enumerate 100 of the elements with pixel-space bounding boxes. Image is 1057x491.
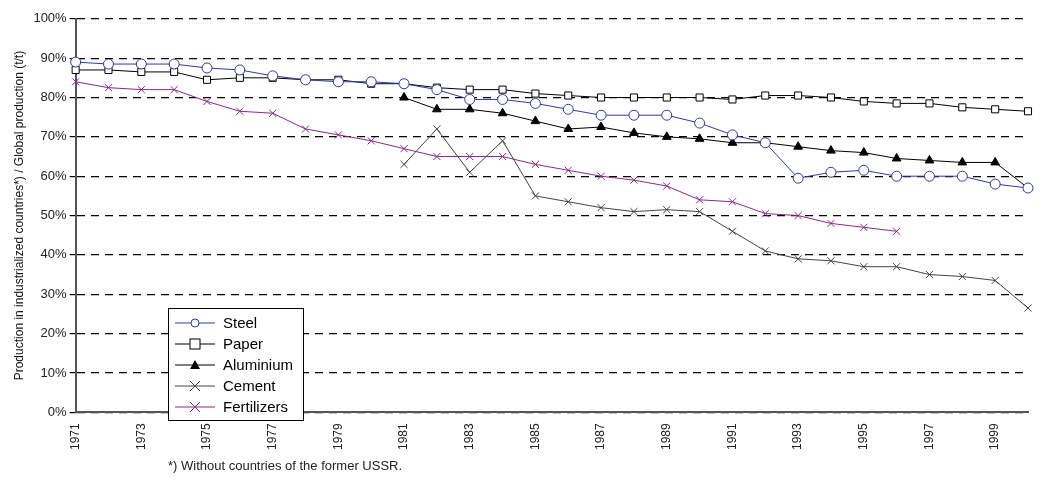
point: [400, 160, 409, 169]
point: [135, 58, 147, 70]
point: [925, 99, 934, 108]
point: [662, 93, 671, 102]
x-tick-label: 1991: [724, 422, 739, 451]
point: [564, 91, 573, 100]
point: [235, 107, 244, 116]
point: [661, 109, 673, 121]
point: [956, 170, 968, 182]
point: [891, 152, 902, 162]
point: [629, 93, 638, 102]
point: [662, 205, 671, 214]
point: [498, 152, 507, 161]
point: [957, 156, 968, 166]
point: [826, 219, 835, 228]
point: [71, 65, 80, 74]
point: [628, 109, 640, 121]
point: [529, 97, 541, 109]
point: [629, 207, 638, 216]
point: [794, 254, 803, 263]
point: [662, 182, 671, 191]
point: [892, 262, 901, 271]
point: [464, 103, 475, 113]
point: [497, 93, 509, 105]
x-tick-label: 1999: [987, 422, 1002, 451]
point: [695, 207, 704, 216]
point: [137, 85, 146, 94]
point: [793, 141, 803, 150]
point: [301, 124, 310, 134]
point: [726, 129, 738, 141]
point: [761, 246, 770, 255]
point: [465, 85, 474, 94]
point: [925, 270, 934, 279]
point: [104, 83, 113, 92]
point: [661, 131, 672, 140]
point: [892, 227, 901, 236]
legend-label: Cement: [223, 377, 276, 394]
point: [596, 121, 606, 131]
point: [334, 130, 343, 139]
point: [563, 123, 574, 132]
point: [858, 147, 869, 156]
y-tick-label: 40%: [40, 246, 68, 262]
point: [170, 85, 179, 94]
point: [858, 164, 870, 176]
y-tick-label: 70%: [40, 128, 68, 144]
point: [564, 166, 573, 175]
point: [794, 211, 803, 220]
point: [859, 223, 868, 232]
point: [530, 115, 541, 125]
point: [268, 109, 277, 118]
point: [465, 168, 474, 177]
y-tick-label: 50%: [40, 207, 68, 223]
y-tick-label: 10%: [40, 364, 68, 380]
point: [432, 103, 442, 113]
point: [728, 227, 737, 236]
point: [695, 195, 704, 204]
point: [367, 136, 376, 145]
point: [464, 93, 476, 105]
point: [562, 103, 574, 115]
point: [728, 95, 737, 104]
point: [597, 203, 606, 212]
y-tick-label: 30%: [40, 285, 68, 301]
point: [202, 97, 212, 106]
point: [137, 67, 146, 76]
point: [761, 91, 770, 100]
point: [826, 145, 836, 154]
point: [958, 272, 967, 281]
point: [694, 133, 705, 142]
x-tick-label: 1993: [790, 422, 805, 451]
point: [595, 109, 607, 121]
y-tick-label: 100%: [33, 10, 68, 26]
point: [923, 170, 935, 182]
x-tick-label: 1971: [67, 422, 82, 451]
point: [531, 160, 540, 169]
x-tick-label: 1981: [396, 422, 411, 451]
point: [794, 91, 803, 100]
point: [102, 58, 114, 70]
point: [597, 172, 606, 181]
point: [597, 93, 606, 102]
point: [564, 197, 573, 206]
point: [432, 124, 441, 134]
point: [859, 97, 868, 106]
x-tick-label: 1983: [462, 422, 477, 451]
point: [399, 92, 409, 101]
point: [629, 127, 639, 136]
point: [70, 56, 82, 68]
point: [761, 209, 770, 218]
point: [825, 166, 837, 178]
x-tick-label: 1987: [593, 422, 608, 451]
legend-label: Aluminium: [223, 356, 294, 373]
point: [924, 154, 935, 164]
x-tick-label: 1997: [921, 422, 936, 451]
legend-label: Fertilizers: [223, 398, 289, 415]
point: [332, 76, 344, 88]
point: [497, 107, 508, 117]
x-tick-label: 1973: [133, 422, 148, 451]
point: [792, 172, 804, 184]
point: [892, 99, 901, 108]
point: [168, 58, 180, 70]
x-tick-label: 1979: [330, 422, 345, 451]
